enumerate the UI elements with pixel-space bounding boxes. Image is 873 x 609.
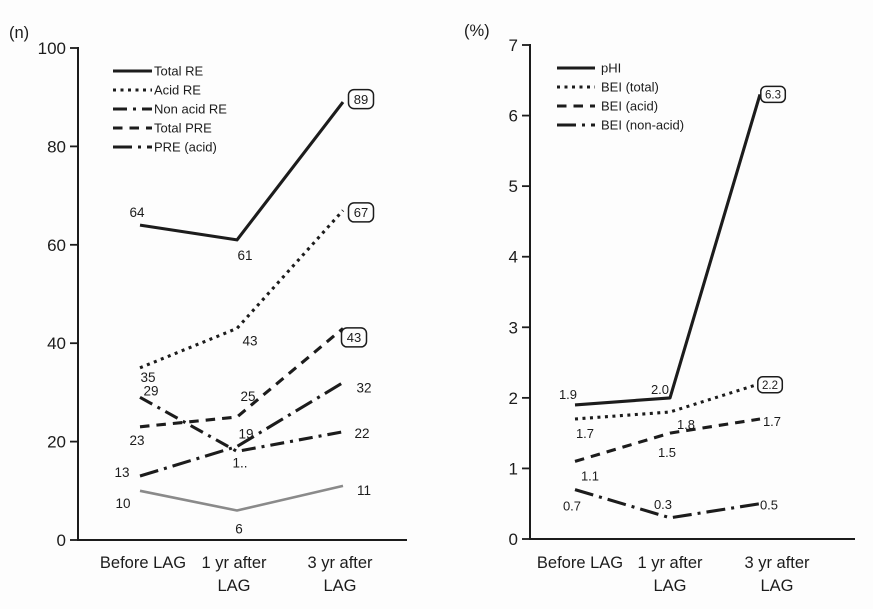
point-label-box bbox=[347, 202, 375, 223]
point-label: 0.7 bbox=[563, 499, 581, 514]
series-line-bei-total bbox=[574, 382, 761, 421]
boxed-point-label: 2.2 bbox=[757, 375, 784, 394]
legend-item: Non acid RE bbox=[113, 102, 227, 117]
series-line-total-re bbox=[139, 101, 345, 242]
point-label: 1.8 bbox=[677, 417, 695, 432]
legend-item: pHI bbox=[557, 61, 621, 76]
boxed-point-label: 43 bbox=[340, 327, 368, 348]
y-axis-unit-label: (n) bbox=[9, 24, 29, 42]
legend-label: pHI bbox=[601, 61, 621, 76]
y-tick-label: 0 bbox=[57, 531, 66, 550]
y-tick-label: 60 bbox=[47, 236, 66, 255]
x-category-label: LAG bbox=[760, 577, 793, 595]
point-label: 0.3 bbox=[654, 497, 672, 512]
legend-item: Total PRE bbox=[113, 121, 212, 136]
y-tick-label: 4 bbox=[509, 248, 518, 267]
point-label-text: 6.3 bbox=[765, 90, 781, 102]
series-line-total-pre bbox=[139, 327, 344, 429]
point-label: 19 bbox=[238, 427, 253, 442]
y-tick-label: 5 bbox=[509, 177, 518, 196]
series-line-phi bbox=[574, 93, 762, 407]
point-label: 61 bbox=[237, 248, 252, 263]
left-chart-reflux-episodes-plot: 0 20 40 60 80 100 (n) Before LAG 1 yr after LAG 3 … bbox=[9, 24, 407, 595]
point-label: 23 bbox=[129, 433, 144, 448]
y-tick-label: 3 bbox=[509, 318, 518, 337]
legend-label: PRE (acid) bbox=[154, 140, 217, 155]
y-tick-label: 0 bbox=[509, 530, 518, 549]
y-tick-label: 1 bbox=[509, 459, 518, 478]
x-category-label: LAG bbox=[217, 577, 250, 595]
point-label: 32 bbox=[356, 381, 371, 396]
y-axis-unit-label: (%) bbox=[464, 22, 490, 40]
point-label: 1.7 bbox=[763, 414, 781, 429]
point-label: 1.1 bbox=[581, 468, 599, 483]
legend-label: Non acid RE bbox=[154, 102, 227, 117]
point-label-text: 43 bbox=[347, 330, 361, 345]
point-label: 2.0 bbox=[651, 382, 669, 397]
point-label-box bbox=[347, 88, 375, 110]
legend-label: Total RE bbox=[154, 64, 203, 79]
x-category-label: 3 yr after bbox=[307, 554, 373, 572]
point-label: 6 bbox=[235, 521, 243, 536]
legend-item: PRE (acid) bbox=[113, 140, 217, 155]
x-category-label: Before LAG bbox=[537, 554, 623, 572]
boxed-point-label: 89 bbox=[347, 88, 375, 110]
y-tick-label: 80 bbox=[47, 137, 66, 156]
point-label: 25 bbox=[240, 389, 255, 404]
legend-label: BEI (total) bbox=[601, 80, 659, 95]
x-category-label: LAG bbox=[323, 577, 356, 595]
point-label: 1.9 bbox=[559, 387, 577, 402]
y-tick-label: 2 bbox=[509, 389, 518, 408]
series-line-unlabeled-5 bbox=[139, 484, 344, 512]
point-label: 22 bbox=[354, 426, 369, 441]
point-label: 0.5 bbox=[760, 498, 778, 513]
point-label-box bbox=[757, 375, 784, 394]
point-label: 1.7 bbox=[576, 426, 594, 441]
point-label: 13 bbox=[114, 465, 129, 480]
legend-item: Total RE bbox=[113, 64, 203, 79]
legend-label: BEI (acid) bbox=[601, 99, 658, 114]
point-label: 11 bbox=[357, 483, 371, 498]
point-label-text: 89 bbox=[354, 92, 368, 107]
y-tick-label: 40 bbox=[47, 334, 66, 353]
x-category-label: 3 yr after bbox=[744, 554, 810, 572]
legend-label: Acid RE bbox=[154, 83, 201, 98]
legend-item: BEI (total) bbox=[557, 80, 659, 95]
legend-label: BEI (non-acid) bbox=[601, 118, 684, 133]
point-label: 64 bbox=[129, 205, 145, 220]
point-label-text: 2.2 bbox=[762, 380, 778, 392]
series-line-acid-re bbox=[139, 209, 345, 370]
point-label: 29 bbox=[143, 383, 158, 398]
x-category-label: LAG bbox=[653, 577, 686, 595]
legend-item: BEI (non-acid) bbox=[557, 118, 684, 133]
series-line-pre-acid bbox=[139, 381, 344, 478]
boxed-point-label: 6.3 bbox=[760, 85, 787, 104]
x-category-label: 1 yr after bbox=[637, 554, 703, 572]
point-label: 1.5 bbox=[658, 445, 676, 460]
y-tick-label: 20 bbox=[47, 433, 66, 452]
point-label-box bbox=[340, 327, 368, 348]
point-label: 10 bbox=[115, 496, 130, 511]
point-label: 1.. bbox=[232, 455, 247, 470]
y-tick-label: 7 bbox=[509, 36, 518, 55]
legend-label: Total PRE bbox=[154, 121, 212, 136]
series-line-bei-acid bbox=[574, 417, 761, 463]
x-category-label: Before LAG bbox=[100, 554, 186, 572]
legend-item: Acid RE bbox=[113, 83, 201, 98]
x-category-label: 1 yr after bbox=[201, 554, 267, 572]
point-label: 43 bbox=[242, 333, 257, 348]
series-line-non-acid-re bbox=[139, 395, 344, 453]
y-tick-label: 6 bbox=[509, 107, 518, 126]
legend-item: BEI (acid) bbox=[557, 99, 658, 114]
point-label-box bbox=[760, 85, 787, 104]
point-label: 35 bbox=[140, 370, 155, 385]
point-label-text: 67 bbox=[354, 205, 368, 220]
y-tick-label: 100 bbox=[38, 39, 66, 58]
boxed-point-label: 67 bbox=[347, 202, 375, 223]
right-chart-ph-impedance-plot: 0 1 2 3 4 5 6 7 (%) Before LAG 1 yr after LAG 3 yr a… bbox=[464, 22, 855, 595]
